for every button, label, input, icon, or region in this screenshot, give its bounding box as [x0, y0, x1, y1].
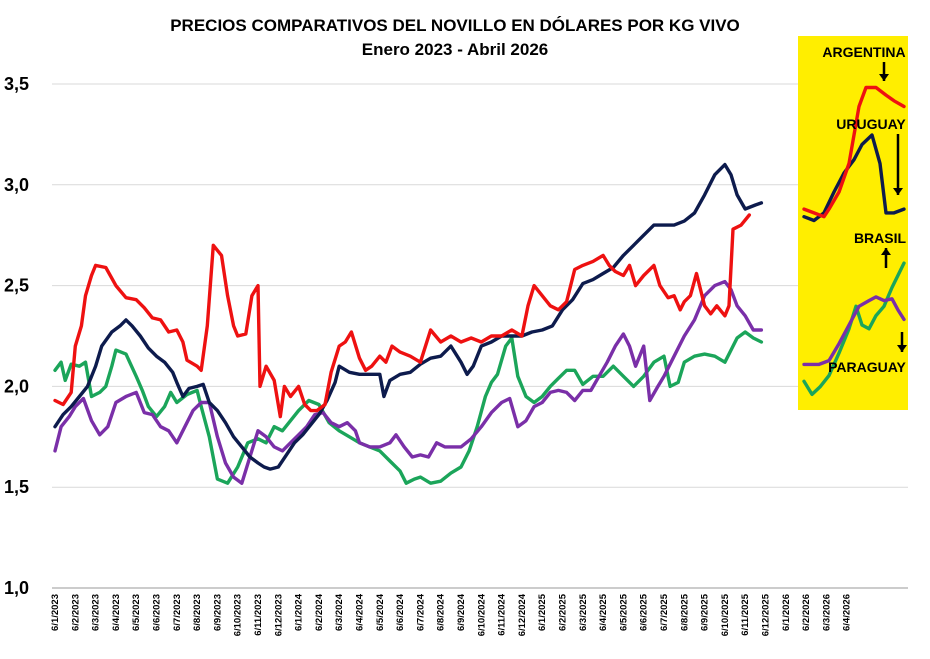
- x-tick-label: 6/9/2023: [212, 594, 223, 631]
- x-tick-label: 6/8/2023: [192, 594, 203, 631]
- x-tick-label: 6/7/2023: [172, 594, 183, 631]
- x-tick-label: 6/2/2025: [558, 593, 569, 631]
- inset-series-line: [802, 85, 906, 219]
- x-tick-label: 6/6/2024: [395, 593, 406, 631]
- inset-label: PARAGUAY: [828, 359, 906, 375]
- y-tick-label: 1,0: [4, 578, 29, 598]
- inset-arrow-head: [897, 345, 907, 352]
- x-tick-label: 6/4/2024: [355, 593, 366, 631]
- series-lines: [53, 162, 764, 485]
- x-tick-label: 6/12/2023: [273, 594, 284, 636]
- inset-panel: ARGENTINA URUGUAY BRASIL PARAGUAY: [798, 36, 908, 410]
- x-tick-label: 6/11/2023: [253, 594, 264, 636]
- x-tick-label: 6/2/2026: [801, 594, 812, 631]
- x-tick-label: 6/5/2024: [375, 593, 386, 631]
- x-tick-label: 6/5/2023: [131, 594, 142, 631]
- x-tick-label: 6/11/2024: [497, 593, 508, 635]
- x-tick-label: 6/9/2025: [700, 593, 711, 631]
- series-line: [53, 330, 764, 485]
- inset-arrow-head: [879, 74, 889, 81]
- x-tick-label: 6/8/2024: [436, 593, 447, 631]
- chart-title: PRECIOS COMPARATIVOS DEL NOVILLO EN DÓLA…: [170, 16, 740, 35]
- x-tick-label: 6/2/2024: [314, 593, 325, 631]
- y-axis-ticks: 1,0 1,5 2,0 2,5 3,0 3,5: [4, 74, 29, 598]
- x-tick-label: 6/4/2026: [842, 594, 853, 631]
- x-tick-label: 6/4/2023: [111, 594, 122, 631]
- inset-label: URUGUAY: [836, 116, 906, 132]
- inset-label: BRASIL: [854, 230, 907, 246]
- x-tick-label: 6/1/2023: [50, 594, 61, 631]
- chart-subtitle: Enero 2023 - Abril 2026: [362, 40, 548, 59]
- series-line: [53, 162, 764, 471]
- x-tick-label: 6/1/2025: [537, 593, 548, 631]
- series-line: [53, 279, 764, 485]
- inset-series-line: [802, 295, 906, 367]
- y-tick-label: 3,0: [4, 175, 29, 195]
- x-tick-label: 6/3/2024: [334, 593, 345, 631]
- inset-arrow-head: [893, 188, 903, 195]
- x-tick-label: 6/5/2025: [618, 593, 629, 631]
- inset-series-line: [802, 261, 906, 397]
- x-tick-label: 6/9/2024: [456, 593, 467, 631]
- x-tick-label: 6/10/2023: [233, 594, 244, 636]
- x-tick-label: 6/8/2025: [679, 593, 690, 631]
- x-tick-label: 6/11/2025: [740, 593, 751, 635]
- y-tick-label: 2,0: [4, 376, 29, 396]
- x-tick-label: 6/10/2025: [720, 593, 731, 636]
- x-tick-label: 6/4/2025: [598, 593, 609, 631]
- x-tick-label: 6/1/2024: [294, 593, 305, 631]
- y-tick-label: 3,5: [4, 74, 29, 94]
- inset-series-line: [802, 133, 906, 223]
- x-tick-label: 6/7/2024: [415, 593, 426, 631]
- series-line: [53, 213, 751, 419]
- x-axis-ticks: 6/1/2023 6/2/2023 6/3/2023 6/4/2023 6/5/2023…: [50, 593, 853, 636]
- x-tick-label: 6/3/2026: [821, 594, 832, 631]
- x-tick-label: 6/12/2024: [517, 593, 528, 636]
- y-tick-label: 2,5: [4, 276, 29, 296]
- x-tick-label: 6/10/2024: [476, 593, 487, 636]
- x-tick-label: 6/12/2025: [761, 593, 772, 636]
- x-tick-label: 6/1/2026: [781, 594, 792, 631]
- x-tick-label: 6/7/2025: [659, 593, 670, 631]
- x-tick-label: 6/3/2025: [578, 593, 589, 631]
- inset-arrow-head: [881, 248, 891, 255]
- inset-label: ARGENTINA: [822, 44, 905, 60]
- x-tick-label: 6/2/2023: [70, 594, 81, 631]
- x-tick-label: 6/6/2023: [152, 594, 163, 631]
- x-tick-label: 6/3/2023: [91, 594, 102, 631]
- inset-background: [798, 36, 908, 410]
- y-tick-label: 1,5: [4, 477, 29, 497]
- x-tick-label: 6/6/2025: [639, 593, 650, 631]
